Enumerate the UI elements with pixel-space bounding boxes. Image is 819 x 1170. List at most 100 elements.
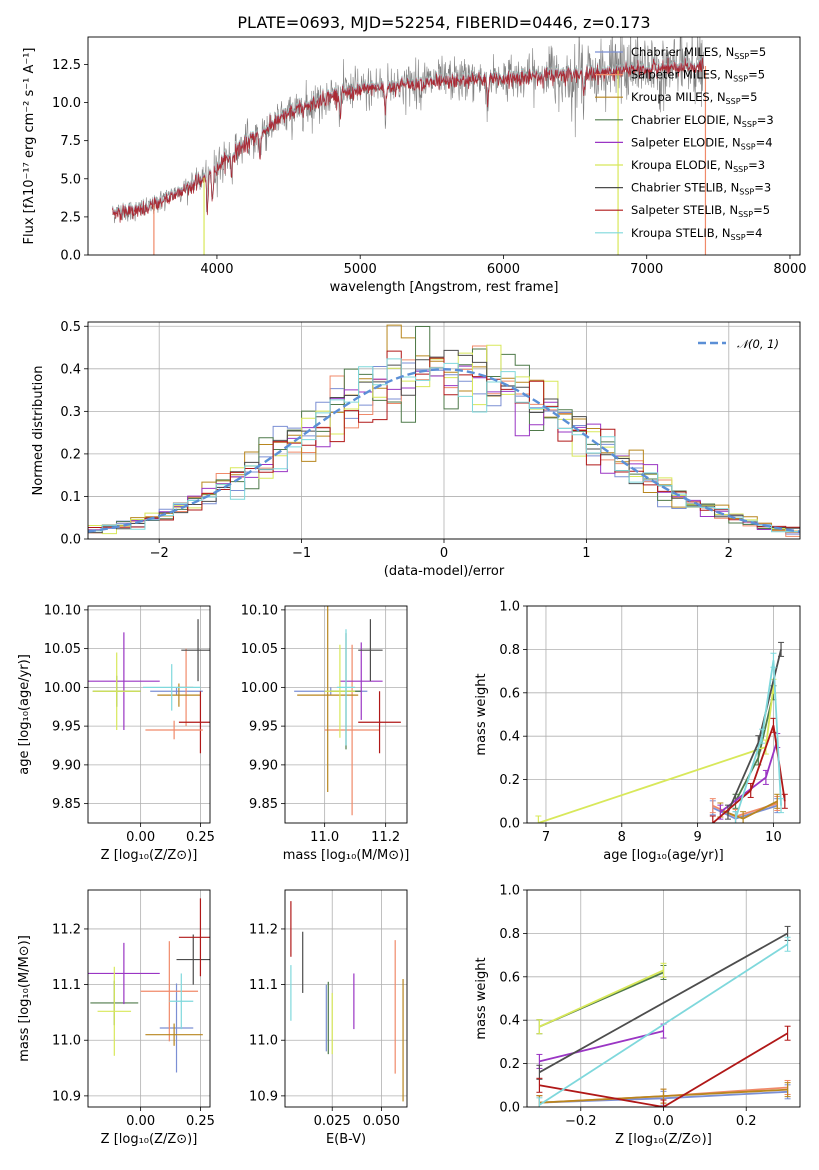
y-tick-label: 0.4 [60, 362, 81, 377]
x-axis-label: mass [log₁₀(M/M⊙)] [283, 848, 410, 863]
data-point-kroupa-miles [145, 1023, 203, 1046]
y-tick-label: 0.0 [60, 533, 81, 548]
data-point-chabrier-miles [159, 983, 194, 1073]
data-point-salpeter-elodie [88, 632, 160, 730]
legend-subscript: SSP [738, 210, 753, 219]
legend-entry: Salpeter ELODIE, NSSP=4 [631, 135, 773, 151]
axes-frame [87, 321, 801, 540]
legend-entry: Chabrier ELODIE, NSSP=3 [631, 113, 774, 129]
x-axis-label: E(B-V) [326, 1132, 366, 1147]
panel-residuals: −2 −1 0 1 2 0.0 0.1 0.2 0.3 0.4 0.5 (data-model)/er… [31, 320, 801, 579]
x-tick-label: −1 [292, 546, 311, 561]
x-tick-label: 0.2 [736, 1114, 757, 1129]
axes-frame [526, 605, 801, 824]
y-tick-label: 10.00 [44, 681, 81, 696]
axes-frame [526, 889, 801, 1108]
plot-area-mass_vs_ebv [290, 901, 404, 1102]
legend-subscript: SSP [731, 233, 746, 242]
y-tick-label: 10.9 [52, 1089, 81, 1104]
y-tick-label: 12.5 [52, 58, 81, 73]
legend-count: =4 [756, 135, 773, 149]
x-tick-label: 7 [542, 830, 550, 845]
legend-entry: Chabrier STELIB, NSSP=3 [631, 181, 771, 197]
legend-label: Chabrier ELODIE, N [631, 113, 742, 127]
data-point-salpeter-stelib [358, 691, 401, 754]
series-kroupa-elodie [535, 678, 777, 823]
y-tick-label: 0.8 [499, 927, 520, 942]
y-tick-label: 0.0 [499, 817, 520, 832]
panel-mass_vs_ebv: 0.025 0.050 10.9 11.0 11.1 11.2 E(B-V) [249, 889, 408, 1147]
series-line [539, 1032, 789, 1107]
normal-distribution-curve [88, 368, 800, 533]
x-tick-label: 9 [693, 830, 701, 845]
data-point-salpeter-stelib [178, 691, 210, 754]
y-tick-label: 9.95 [52, 720, 81, 735]
data-point-salpeter-elodie [339, 642, 383, 720]
y-tick-label: 9.95 [249, 720, 278, 735]
y-tick-label: 0.1 [60, 490, 81, 505]
data-point-kroupa-stelib [336, 629, 356, 746]
axes-frame [284, 889, 408, 1108]
data-point-kroupa-miles [297, 606, 359, 792]
y-tick-label: 0.8 [499, 643, 520, 658]
legend-count: =4 [746, 226, 763, 240]
series-line [538, 943, 789, 1106]
x-tick-label: −0.2 [565, 1114, 597, 1129]
y-tick-label: 10.10 [44, 603, 81, 618]
data-point-chabrier-stelib [358, 619, 383, 682]
y-tick-label: 5.0 [60, 172, 81, 187]
series-line [539, 1030, 664, 1063]
y-tick-label: 10.0 [52, 96, 81, 111]
plot-area-age_vs_mass [294, 606, 401, 816]
legend-label: Salpeter STELIB, N [631, 203, 738, 217]
data-point-salpeter-elodie [88, 942, 160, 1005]
y-tick-label: 1.0 [499, 600, 520, 615]
y-tick-label: 9.85 [249, 797, 278, 812]
series-chabrier-elodie [732, 685, 777, 809]
residual-legend: 𝒩(0, 1) [698, 337, 779, 351]
x-tick-label: 0.25 [186, 830, 215, 845]
x-tick-label: 11.0 [310, 830, 339, 845]
legend-label: Chabrier STELIB, N [631, 181, 739, 195]
data-point-chabrier-stelib [181, 619, 210, 682]
x-tick-label: 8000 [773, 262, 806, 277]
y-tick-label: 0.4 [499, 1014, 520, 1029]
x-tick-label: 0.025 [314, 1114, 351, 1129]
y-tick-label: 11.0 [52, 1034, 81, 1049]
axes-frame [87, 36, 801, 256]
legend-entry: 𝒩(0, 1) [737, 337, 779, 351]
legend-entry: Kroupa ELODIE, NSSP=3 [631, 158, 765, 174]
legend-subscript: SSP [742, 120, 757, 129]
plot-area-spectrum [112, 37, 707, 255]
y-tick-label: 0.3 [60, 405, 81, 420]
y-axis-label: Normed distribution [31, 366, 46, 496]
x-tick-label: 5000 [344, 262, 377, 277]
x-tick-label: 0.0 [653, 1114, 674, 1129]
legend-label: Kroupa ELODIE, N [631, 158, 733, 172]
data-point-kroupa-stelib [143, 664, 201, 711]
y-tick-label: 0.2 [499, 773, 520, 788]
data-point-salpeter-miles [140, 941, 199, 1042]
legend-count: =3 [754, 181, 771, 195]
data-point-kroupa-stelib [169, 973, 194, 1030]
panel-spectrum: 4000 5000 6000 7000 8000 0.0 2.5 5.0 7.5 10.0 12.5… [22, 13, 807, 295]
series-salpeter-elodie [536, 1023, 667, 1069]
legend-entry: Kroupa STELIB, NSSP=4 [631, 226, 762, 242]
y-axis-label: mass weight [474, 957, 489, 1039]
plot-area-weight_vs_Z [536, 925, 791, 1107]
y-tick-label: 9.85 [52, 797, 81, 812]
y-tick-label: 0.2 [499, 1057, 520, 1072]
chart-title: PLATE=0693, MJD=52254, FIBERID=0446, z=0… [237, 13, 650, 32]
x-tick-label: 7000 [630, 262, 663, 277]
x-tick-label: 0.050 [363, 1114, 400, 1129]
histogram-step [88, 358, 800, 535]
y-tick-label: 0.2 [60, 447, 81, 462]
series-kroupa-stelib [536, 936, 791, 1107]
x-tick-label: 11.2 [371, 830, 400, 845]
legend-entry: Salpeter MILES, NSSP=5 [631, 68, 765, 84]
series-kroupa-elodie [536, 962, 667, 1035]
x-tick-label: 6000 [487, 262, 520, 277]
x-tick-label: 0.00 [126, 1114, 155, 1129]
data-point-chabrier-miles [150, 687, 203, 696]
legend-subscript: SSP [734, 52, 749, 61]
